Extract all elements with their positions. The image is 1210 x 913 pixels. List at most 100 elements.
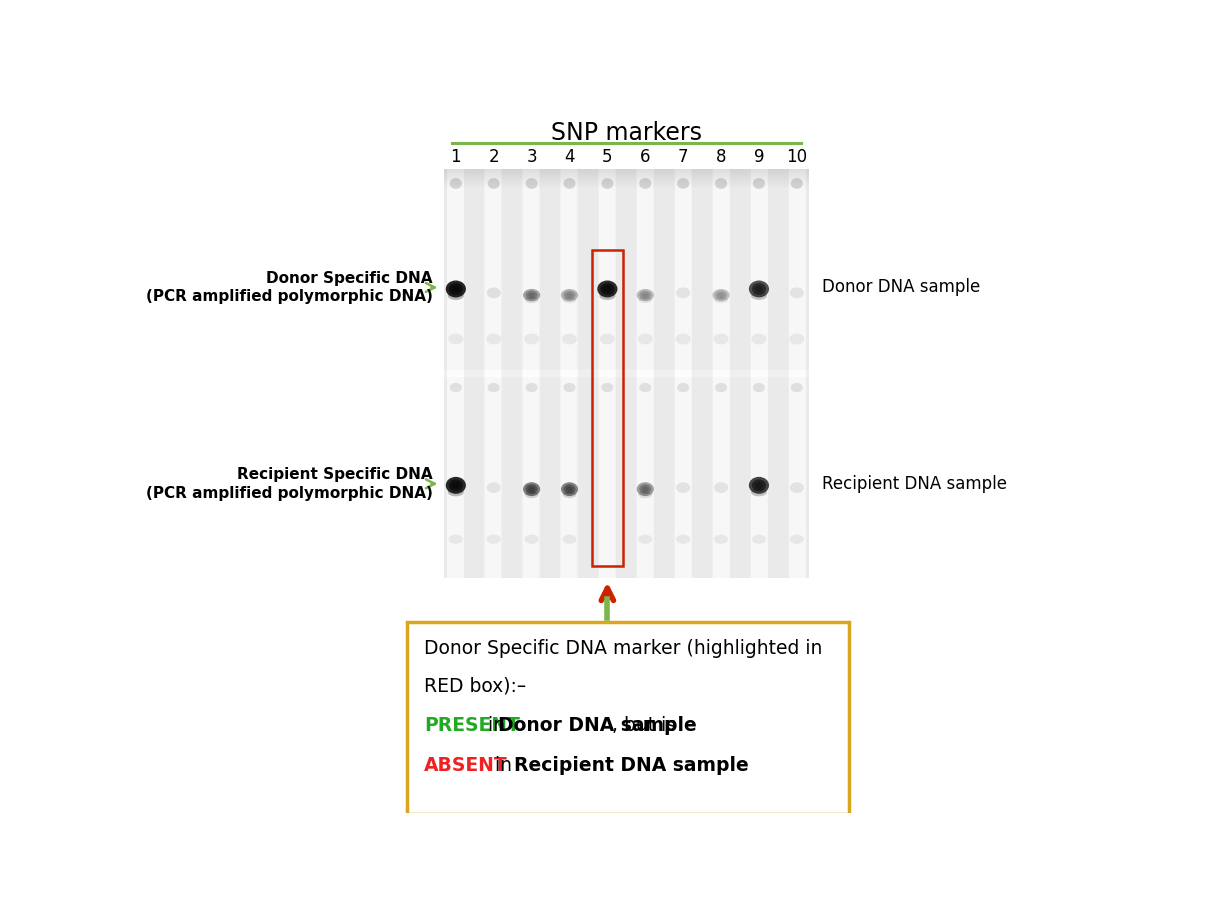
Ellipse shape bbox=[561, 482, 578, 496]
Ellipse shape bbox=[450, 178, 462, 189]
Text: 6: 6 bbox=[640, 148, 651, 166]
Ellipse shape bbox=[601, 383, 613, 393]
Ellipse shape bbox=[525, 484, 537, 494]
Ellipse shape bbox=[676, 535, 690, 544]
Ellipse shape bbox=[714, 535, 728, 544]
Ellipse shape bbox=[790, 535, 803, 544]
Ellipse shape bbox=[486, 333, 501, 344]
Ellipse shape bbox=[600, 283, 615, 295]
Ellipse shape bbox=[561, 333, 577, 344]
Text: Donor DNA sample: Donor DNA sample bbox=[823, 278, 980, 297]
Text: 8: 8 bbox=[716, 148, 726, 166]
Ellipse shape bbox=[601, 178, 613, 189]
Text: PRESENT: PRESENT bbox=[424, 716, 520, 735]
Ellipse shape bbox=[451, 482, 460, 488]
Ellipse shape bbox=[563, 535, 576, 544]
Ellipse shape bbox=[598, 280, 617, 298]
Ellipse shape bbox=[525, 491, 538, 498]
Text: Recipient DNA sample: Recipient DNA sample bbox=[823, 475, 1008, 493]
Ellipse shape bbox=[714, 482, 728, 493]
Text: Donor DNA sample: Donor DNA sample bbox=[497, 716, 697, 735]
Text: Recipient Specific DNA: Recipient Specific DNA bbox=[237, 467, 433, 482]
Ellipse shape bbox=[755, 482, 764, 488]
Text: 7: 7 bbox=[678, 148, 688, 166]
Text: Donor Specific DNA: Donor Specific DNA bbox=[266, 270, 433, 286]
Text: Donor Specific DNA marker (highlighted in: Donor Specific DNA marker (highlighted i… bbox=[424, 639, 823, 658]
Ellipse shape bbox=[448, 291, 463, 300]
Ellipse shape bbox=[751, 291, 767, 300]
Ellipse shape bbox=[486, 535, 501, 544]
Ellipse shape bbox=[449, 535, 463, 544]
Ellipse shape bbox=[641, 487, 649, 492]
Ellipse shape bbox=[564, 291, 576, 299]
Text: ABSENT: ABSENT bbox=[424, 756, 508, 775]
Ellipse shape bbox=[486, 482, 501, 493]
Text: Recipient DNA sample: Recipient DNA sample bbox=[514, 756, 749, 775]
Text: 2: 2 bbox=[489, 148, 499, 166]
Ellipse shape bbox=[790, 482, 803, 493]
Text: in: in bbox=[482, 716, 511, 735]
Ellipse shape bbox=[789, 333, 805, 344]
Ellipse shape bbox=[713, 289, 730, 301]
Ellipse shape bbox=[451, 286, 460, 292]
Ellipse shape bbox=[678, 383, 690, 393]
Bar bbox=[407, 622, 848, 814]
Ellipse shape bbox=[636, 482, 653, 496]
Ellipse shape bbox=[751, 333, 766, 344]
Ellipse shape bbox=[445, 477, 466, 494]
Ellipse shape bbox=[715, 383, 727, 393]
Ellipse shape bbox=[561, 289, 578, 301]
Text: 5: 5 bbox=[603, 148, 612, 166]
Ellipse shape bbox=[564, 383, 576, 393]
Ellipse shape bbox=[638, 535, 652, 544]
Ellipse shape bbox=[676, 482, 690, 493]
Ellipse shape bbox=[753, 383, 765, 393]
Ellipse shape bbox=[524, 333, 540, 344]
Ellipse shape bbox=[755, 286, 764, 292]
Bar bbox=[592, 250, 623, 566]
Ellipse shape bbox=[600, 333, 615, 344]
Ellipse shape bbox=[529, 293, 535, 298]
Text: in: in bbox=[477, 756, 518, 775]
Ellipse shape bbox=[525, 297, 538, 303]
Ellipse shape bbox=[566, 293, 572, 298]
Text: RED box):–: RED box):– bbox=[424, 676, 526, 695]
Ellipse shape bbox=[523, 482, 540, 496]
Ellipse shape bbox=[753, 178, 765, 189]
Ellipse shape bbox=[563, 297, 576, 303]
Ellipse shape bbox=[639, 484, 651, 494]
Ellipse shape bbox=[525, 291, 537, 299]
Ellipse shape bbox=[563, 491, 576, 498]
Text: , but is: , but is bbox=[612, 716, 676, 735]
Ellipse shape bbox=[525, 178, 537, 189]
Ellipse shape bbox=[751, 283, 766, 295]
Text: 3: 3 bbox=[526, 148, 537, 166]
Ellipse shape bbox=[445, 280, 466, 298]
Ellipse shape bbox=[448, 488, 463, 497]
Ellipse shape bbox=[488, 178, 500, 189]
Ellipse shape bbox=[715, 178, 727, 189]
Ellipse shape bbox=[714, 297, 728, 303]
Ellipse shape bbox=[751, 479, 766, 491]
Ellipse shape bbox=[639, 491, 652, 498]
Ellipse shape bbox=[639, 297, 652, 303]
Ellipse shape bbox=[751, 488, 767, 497]
Text: (PCR amplified polymorphic DNA): (PCR amplified polymorphic DNA) bbox=[145, 486, 433, 500]
Ellipse shape bbox=[639, 178, 651, 189]
Ellipse shape bbox=[639, 383, 651, 393]
Text: 9: 9 bbox=[754, 148, 765, 166]
Ellipse shape bbox=[525, 383, 537, 393]
Ellipse shape bbox=[486, 288, 501, 299]
Ellipse shape bbox=[715, 291, 727, 299]
Ellipse shape bbox=[751, 535, 766, 544]
Ellipse shape bbox=[566, 487, 572, 492]
Ellipse shape bbox=[676, 288, 690, 299]
Text: 4: 4 bbox=[564, 148, 575, 166]
Ellipse shape bbox=[564, 484, 576, 494]
Ellipse shape bbox=[675, 333, 691, 344]
Ellipse shape bbox=[529, 487, 535, 492]
Ellipse shape bbox=[488, 383, 500, 393]
Ellipse shape bbox=[641, 293, 649, 298]
Ellipse shape bbox=[749, 280, 770, 298]
Ellipse shape bbox=[638, 333, 653, 344]
